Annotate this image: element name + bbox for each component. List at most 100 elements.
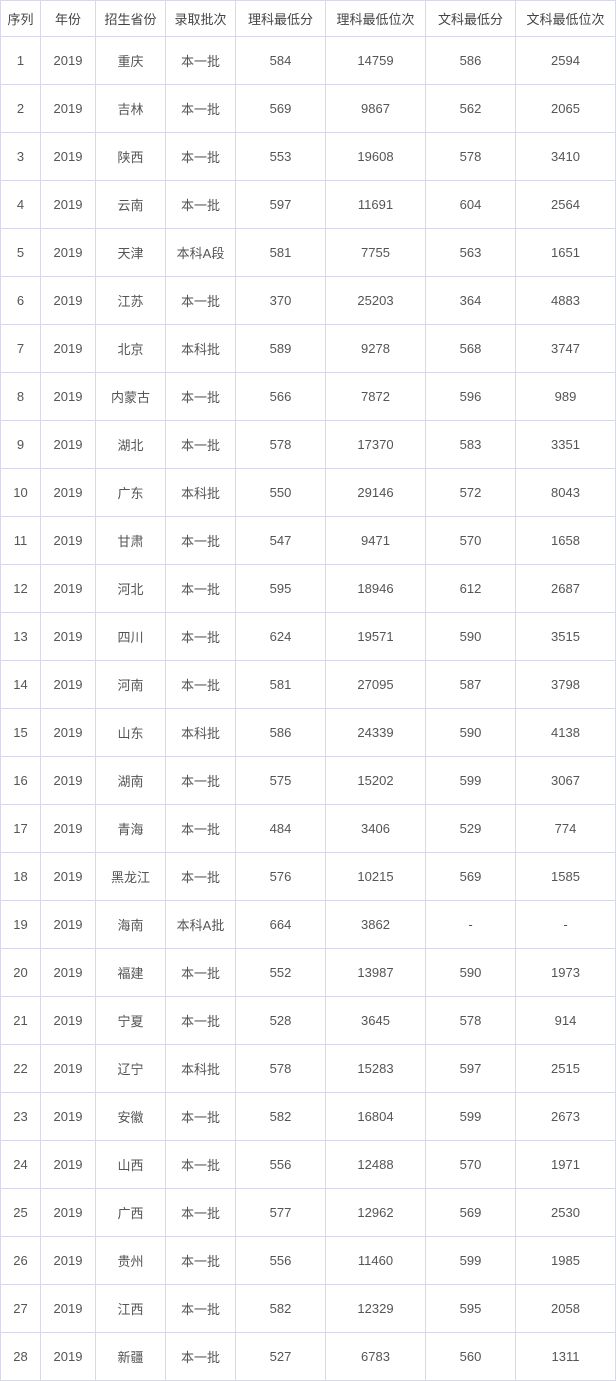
table-cell: 576 bbox=[236, 853, 326, 901]
table-cell: 天津 bbox=[96, 229, 166, 277]
table-cell: 16804 bbox=[326, 1093, 426, 1141]
table-cell: 本科批 bbox=[166, 469, 236, 517]
table-cell: 2019 bbox=[41, 757, 96, 805]
table-cell: 2515 bbox=[516, 1045, 616, 1093]
table-cell: 3067 bbox=[516, 757, 616, 805]
admission-table: 序列年份招生省份录取批次理科最低分理科最低位次文科最低分文科最低位次 12019… bbox=[0, 0, 616, 1381]
table-row: 42019云南本一批597116916042564 bbox=[1, 181, 616, 229]
table-cell: 599 bbox=[426, 1237, 516, 1285]
table-cell: 569 bbox=[426, 1189, 516, 1237]
table-cell: 本一批 bbox=[166, 277, 236, 325]
table-cell: 1651 bbox=[516, 229, 616, 277]
table-row: 202019福建本一批552139875901973 bbox=[1, 949, 616, 997]
table-cell: 18946 bbox=[326, 565, 426, 613]
table-cell: 吉林 bbox=[96, 85, 166, 133]
table-cell: 527 bbox=[236, 1333, 326, 1381]
table-cell: 570 bbox=[426, 517, 516, 565]
table-cell: 河南 bbox=[96, 661, 166, 709]
table-row: 282019新疆本一批52767835601311 bbox=[1, 1333, 616, 1381]
table-cell: 589 bbox=[236, 325, 326, 373]
table-cell: 江苏 bbox=[96, 277, 166, 325]
table-cell: 550 bbox=[236, 469, 326, 517]
table-cell: 12329 bbox=[326, 1285, 426, 1333]
table-cell: 599 bbox=[426, 1093, 516, 1141]
table-row: 262019贵州本一批556114605991985 bbox=[1, 1237, 616, 1285]
table-cell: 597 bbox=[236, 181, 326, 229]
table-cell: 本一批 bbox=[166, 1093, 236, 1141]
table-cell: 本一批 bbox=[166, 1333, 236, 1381]
table-cell: 595 bbox=[426, 1285, 516, 1333]
table-cell: 15 bbox=[1, 709, 41, 757]
table-cell: 582 bbox=[236, 1285, 326, 1333]
table-cell: 370 bbox=[236, 277, 326, 325]
table-cell: 556 bbox=[236, 1237, 326, 1285]
table-cell: 本一批 bbox=[166, 613, 236, 661]
table-cell: 529 bbox=[426, 805, 516, 853]
table-cell: 599 bbox=[426, 757, 516, 805]
table-cell: 989 bbox=[516, 373, 616, 421]
table-cell: 本一批 bbox=[166, 1189, 236, 1237]
table-cell: 本一批 bbox=[166, 1285, 236, 1333]
table-cell: 广东 bbox=[96, 469, 166, 517]
table-cell: 484 bbox=[236, 805, 326, 853]
table-cell: 2594 bbox=[516, 37, 616, 85]
table-cell: 566 bbox=[236, 373, 326, 421]
table-cell: 528 bbox=[236, 997, 326, 1045]
table-cell: 578 bbox=[236, 421, 326, 469]
table-row: 22019吉林本一批56998675622065 bbox=[1, 85, 616, 133]
table-cell: 2687 bbox=[516, 565, 616, 613]
table-cell: 581 bbox=[236, 229, 326, 277]
table-cell: 本科批 bbox=[166, 325, 236, 373]
table-cell: 25 bbox=[1, 1189, 41, 1237]
table-cell: 569 bbox=[236, 85, 326, 133]
table-cell: 553 bbox=[236, 133, 326, 181]
table-cell: 本一批 bbox=[166, 373, 236, 421]
table-cell: 560 bbox=[426, 1333, 516, 1381]
table-cell: 4883 bbox=[516, 277, 616, 325]
table-cell: 583 bbox=[426, 421, 516, 469]
table-cell: 本一批 bbox=[166, 853, 236, 901]
table-cell: 3406 bbox=[326, 805, 426, 853]
table-cell: 3 bbox=[1, 133, 41, 181]
table-cell: 15202 bbox=[326, 757, 426, 805]
table-row: 102019广东本科批550291465728043 bbox=[1, 469, 616, 517]
table-cell: 甘肃 bbox=[96, 517, 166, 565]
table-cell: 5 bbox=[1, 229, 41, 277]
table-cell: 8 bbox=[1, 373, 41, 421]
table-cell: 2673 bbox=[516, 1093, 616, 1141]
table-cell: 2019 bbox=[41, 901, 96, 949]
table-row: 82019内蒙古本一批5667872596989 bbox=[1, 373, 616, 421]
table-row: 272019江西本一批582123295952058 bbox=[1, 1285, 616, 1333]
table-cell: 12 bbox=[1, 565, 41, 613]
table-cell: 664 bbox=[236, 901, 326, 949]
table-cell: 7 bbox=[1, 325, 41, 373]
table-cell: 2019 bbox=[41, 997, 96, 1045]
table-cell: 17370 bbox=[326, 421, 426, 469]
table-row: 212019宁夏本一批5283645578914 bbox=[1, 997, 616, 1045]
table-cell: 北京 bbox=[96, 325, 166, 373]
table-cell: 新疆 bbox=[96, 1333, 166, 1381]
table-cell: 2019 bbox=[41, 853, 96, 901]
table-cell: 福建 bbox=[96, 949, 166, 997]
table-cell: 广西 bbox=[96, 1189, 166, 1237]
table-cell: 2019 bbox=[41, 469, 96, 517]
table-cell: 本科A段 bbox=[166, 229, 236, 277]
table-cell: 563 bbox=[426, 229, 516, 277]
table-cell: 3862 bbox=[326, 901, 426, 949]
table-cell: 陕西 bbox=[96, 133, 166, 181]
table-row: 112019甘肃本一批54794715701658 bbox=[1, 517, 616, 565]
table-cell: 12488 bbox=[326, 1141, 426, 1189]
table-cell: 16 bbox=[1, 757, 41, 805]
table-cell: 山西 bbox=[96, 1141, 166, 1189]
table-cell: 2019 bbox=[41, 949, 96, 997]
table-cell: 584 bbox=[236, 37, 326, 85]
table-cell: 本一批 bbox=[166, 181, 236, 229]
table-cell: 575 bbox=[236, 757, 326, 805]
table-cell: 14 bbox=[1, 661, 41, 709]
table-cell: 本一批 bbox=[166, 133, 236, 181]
table-cell: 辽宁 bbox=[96, 1045, 166, 1093]
column-header: 年份 bbox=[41, 1, 96, 37]
table-cell: 2019 bbox=[41, 805, 96, 853]
table-cell: 29146 bbox=[326, 469, 426, 517]
table-row: 192019海南本科A批6643862-- bbox=[1, 901, 616, 949]
